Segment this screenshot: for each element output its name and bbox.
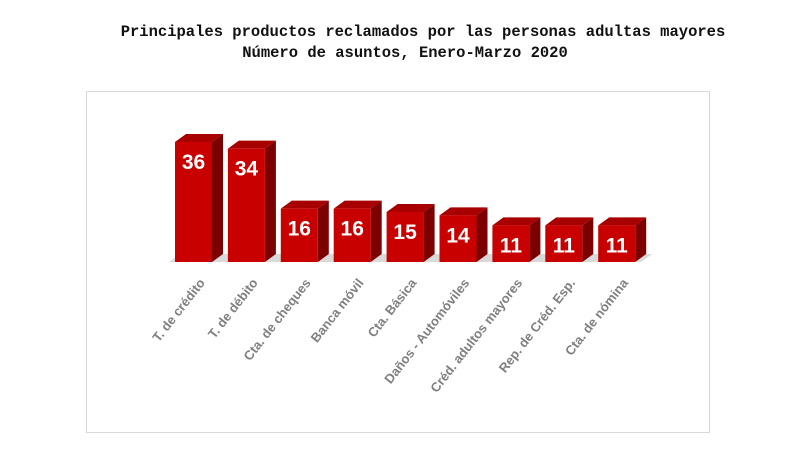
bar-front [598,225,636,262]
bar-top [492,217,541,226]
value-label: 16 [288,218,311,241]
bar-side [212,134,223,262]
bar-2 [227,140,276,262]
chart-subtitle: Número de asuntos, Enero-Marzo 2020 [242,44,568,62]
bar-side [529,217,541,262]
category-label: Cta. Básica [364,275,419,340]
bar-top [598,217,647,226]
chart-title: Principales productos reclamados por las… [120,23,726,41]
bar-side [370,200,382,262]
value-label: 14 [446,224,470,247]
value-label: 11 [606,234,629,257]
bar-top [439,207,488,216]
value-label: 15 [393,221,417,244]
bar-top [280,200,329,209]
bar-5 [386,204,435,262]
category-label: T. de débito [205,276,261,342]
bar-top [333,200,382,209]
bar-1 [175,134,223,262]
bar-top [386,204,435,212]
bar-side [476,207,488,262]
bar-front [492,225,530,262]
bar-front [386,212,424,262]
bar-front [175,142,212,262]
bar-side [635,217,647,262]
bar-8 [545,217,594,262]
bar-7 [492,217,541,262]
bar-top [545,217,594,226]
bar-4 [333,200,382,262]
category-label: Créd. adultos mayores [427,276,525,396]
bar-front [280,208,318,262]
bar-side [264,140,276,262]
category-label: Banca móvil [308,276,367,346]
bar-9 [598,217,647,262]
bar-front [333,208,371,262]
bar-side [423,204,435,262]
bar-top [227,140,276,149]
bar-front [439,215,477,262]
bar-front [227,148,265,262]
bar-side [582,217,594,262]
value-label: 36 [182,151,205,174]
category-label: T. de crédito [149,276,208,345]
bar-side [317,200,329,262]
value-label: 16 [341,218,364,241]
value-label: 34 [235,158,259,181]
bar-3 [280,200,329,262]
value-label: 11 [500,234,523,257]
bar-6 [439,207,488,262]
bar-top [175,134,223,142]
bar-front [545,225,583,262]
value-label: 11 [553,234,576,257]
